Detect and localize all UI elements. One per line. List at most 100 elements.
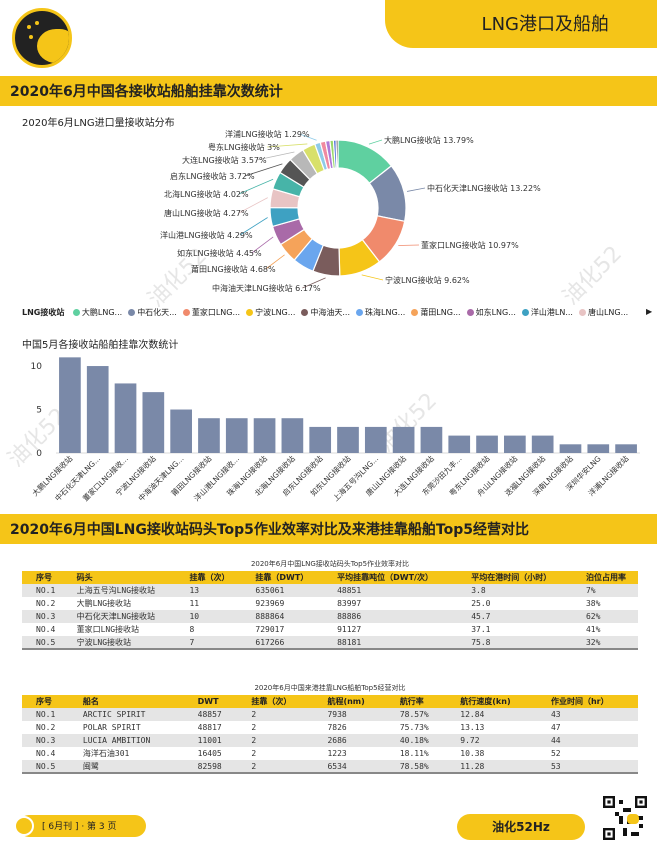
section-bar-2: 2020年6月中国LNG接收站码头Top5作业效率对比及来港挂靠船舶Top5经营…	[0, 514, 657, 544]
table-cell: 12.84	[446, 708, 537, 721]
table-cell: NO.2	[22, 597, 63, 610]
table-cell: 7	[175, 636, 242, 650]
legend-next-icon[interactable]: ▶	[646, 307, 653, 316]
table-cell: 8	[175, 623, 242, 636]
table-cell: 2	[237, 760, 314, 774]
column-header: 航行速度(kn)	[446, 695, 537, 708]
column-header: 序号	[22, 571, 63, 584]
section-bar-1: 2020年6月中国各接收站船舶挂靠次数统计	[0, 76, 657, 106]
legend-item[interactable]: 宁波LNG...	[246, 307, 295, 318]
bar	[559, 444, 582, 453]
table-cell: 91127	[323, 623, 458, 636]
table-caption: 2020年6月中国LNG接收站码头Top5作业效率对比	[250, 560, 410, 568]
legend-item[interactable]: 中石化天...	[128, 307, 177, 318]
bar	[448, 435, 471, 453]
donut-slice-label: 莆田LNG接收站 4.68%	[191, 265, 276, 274]
bar	[615, 444, 637, 453]
bar	[587, 444, 610, 453]
table-header-row: 序号 船名 DWT 挂靠（次） 航程(nm) 航行率 航行速度(kn) 作业时间（hr）	[22, 695, 638, 708]
table-cell: NO.5	[22, 636, 63, 650]
donut-slice-label: 宁波LNG接收站 9.62%	[385, 276, 470, 285]
table-cell: NO.1	[22, 584, 63, 597]
column-header: 挂靠（次）	[237, 695, 314, 708]
legend-item[interactable]: 如东LNG...	[466, 307, 516, 318]
column-header: DWT	[183, 695, 238, 708]
donut-chart	[238, 133, 426, 289]
table-cell: 75.73%	[385, 721, 447, 734]
table-cell: 2	[237, 734, 314, 747]
table-cell: NO.1	[22, 708, 69, 721]
donut-slice-label: 唐山LNG接收站 4.27%	[164, 209, 249, 218]
table-cell: 7826	[313, 721, 386, 734]
column-header: 航程(nm)	[313, 695, 386, 708]
table-cell: 888864	[241, 610, 324, 623]
table-cell: 44	[536, 734, 638, 747]
bar	[531, 435, 554, 453]
bar	[59, 357, 81, 453]
donut-slice-label: 启东LNG接收站 3.72%	[170, 172, 255, 181]
column-header: 作业时间（hr）	[536, 695, 638, 708]
legend-item[interactable]: 洋山港LN...	[521, 307, 573, 318]
section-title: 2020年6月中国LNG接收站码头Top5作业效率对比及来港挂靠船舶Top5经营…	[10, 522, 529, 538]
legend-item[interactable]: 董家口LNG...	[182, 307, 240, 318]
donut-slice-label: 董家口LNG接收站 10.97%	[421, 241, 519, 250]
donut-leader-line	[302, 277, 326, 289]
legend-swatch	[72, 309, 80, 316]
table-cell: 53	[536, 760, 638, 774]
donut-legend: LNG接收站 大鹏LNG... 中石化天... 董家口LNG... 宁波LNG... 中…	[22, 307, 652, 319]
table-cell: 9.72	[446, 734, 537, 747]
table-cell: 11.28	[446, 760, 537, 774]
table-cell: 董家口LNG接收站	[62, 623, 176, 636]
table-row: NO.5 闽鹭 82598 2 6534 78.58% 11.28 53	[22, 760, 638, 774]
legend-item[interactable]: 唐山LNG...	[578, 307, 628, 318]
bar	[170, 409, 192, 453]
legend-swatch	[128, 309, 136, 316]
donut-slice-label: 洋浦LNG接收站 1.29%	[225, 130, 310, 139]
donut-leader-line	[299, 133, 317, 141]
table-cell: 88181	[323, 636, 458, 650]
bar	[392, 426, 415, 453]
issue-badge: [ 6月刊 ] · 第 3 页	[14, 815, 146, 837]
y-tick-label: 0	[36, 449, 42, 459]
table-cell: 11001	[183, 734, 238, 747]
y-tick-label: 10	[31, 362, 43, 372]
legend-item[interactable]: 莆田LNG...	[411, 307, 461, 318]
table-cell: 48817	[183, 721, 238, 734]
bar	[225, 418, 248, 453]
table-cell: 78.57%	[385, 708, 447, 721]
table-cell: 25.0	[457, 597, 572, 610]
legend-swatch	[521, 309, 529, 316]
table-cell: 52	[536, 747, 638, 760]
donut-leader-line	[239, 217, 268, 236]
table-cell: NO.3	[22, 734, 69, 747]
column-header: 平均挂靠吨位（DWT/次）	[323, 571, 458, 584]
table-cell: NO.5	[22, 760, 69, 774]
column-header: 码头	[62, 571, 176, 584]
table-row: NO.5 宁波LNG接收站 7 617266 88181 75.8 32%	[22, 636, 638, 650]
table-cell: 7%	[571, 584, 638, 597]
table-cell: 923969	[241, 597, 324, 610]
table-cell: 48851	[323, 584, 458, 597]
footer-brand: 油化52Hz	[457, 814, 585, 840]
column-header: 船名	[68, 695, 184, 708]
table-cell: 32%	[571, 636, 638, 650]
table-cell: 38%	[571, 597, 638, 610]
legend-item[interactable]: 中海油天...	[301, 307, 350, 318]
legend-swatch	[411, 309, 419, 316]
legend-item[interactable]: 珠海LNG...	[356, 307, 405, 318]
page-title: LNG港口及船舶	[481, 14, 609, 35]
table-cell: 62%	[571, 610, 638, 623]
table-cell: 上海五号沟LNG接收站	[62, 584, 176, 597]
table-cell: 13.13	[446, 721, 537, 734]
table-cell: 83997	[323, 597, 458, 610]
bar	[309, 426, 332, 453]
legend-label: 珠海LNG...	[365, 308, 406, 317]
vessel-table: 2020年6月中国来港挂靠LNG船舶Top5经营对比 序号 船名 DWT 挂靠（次）航…	[22, 682, 638, 774]
legend-label: 洋山港LN...	[530, 308, 573, 317]
donut-leader-line	[361, 274, 384, 281]
donut-slice-label: 如东LNG接收站 4.45%	[177, 249, 262, 258]
legend-item[interactable]: 大鹏LNG...	[72, 307, 122, 318]
table-cell: 10	[175, 610, 242, 623]
table-cell: 宁波LNG接收站	[62, 636, 176, 650]
legend-label: 宁波LNG...	[255, 308, 296, 317]
